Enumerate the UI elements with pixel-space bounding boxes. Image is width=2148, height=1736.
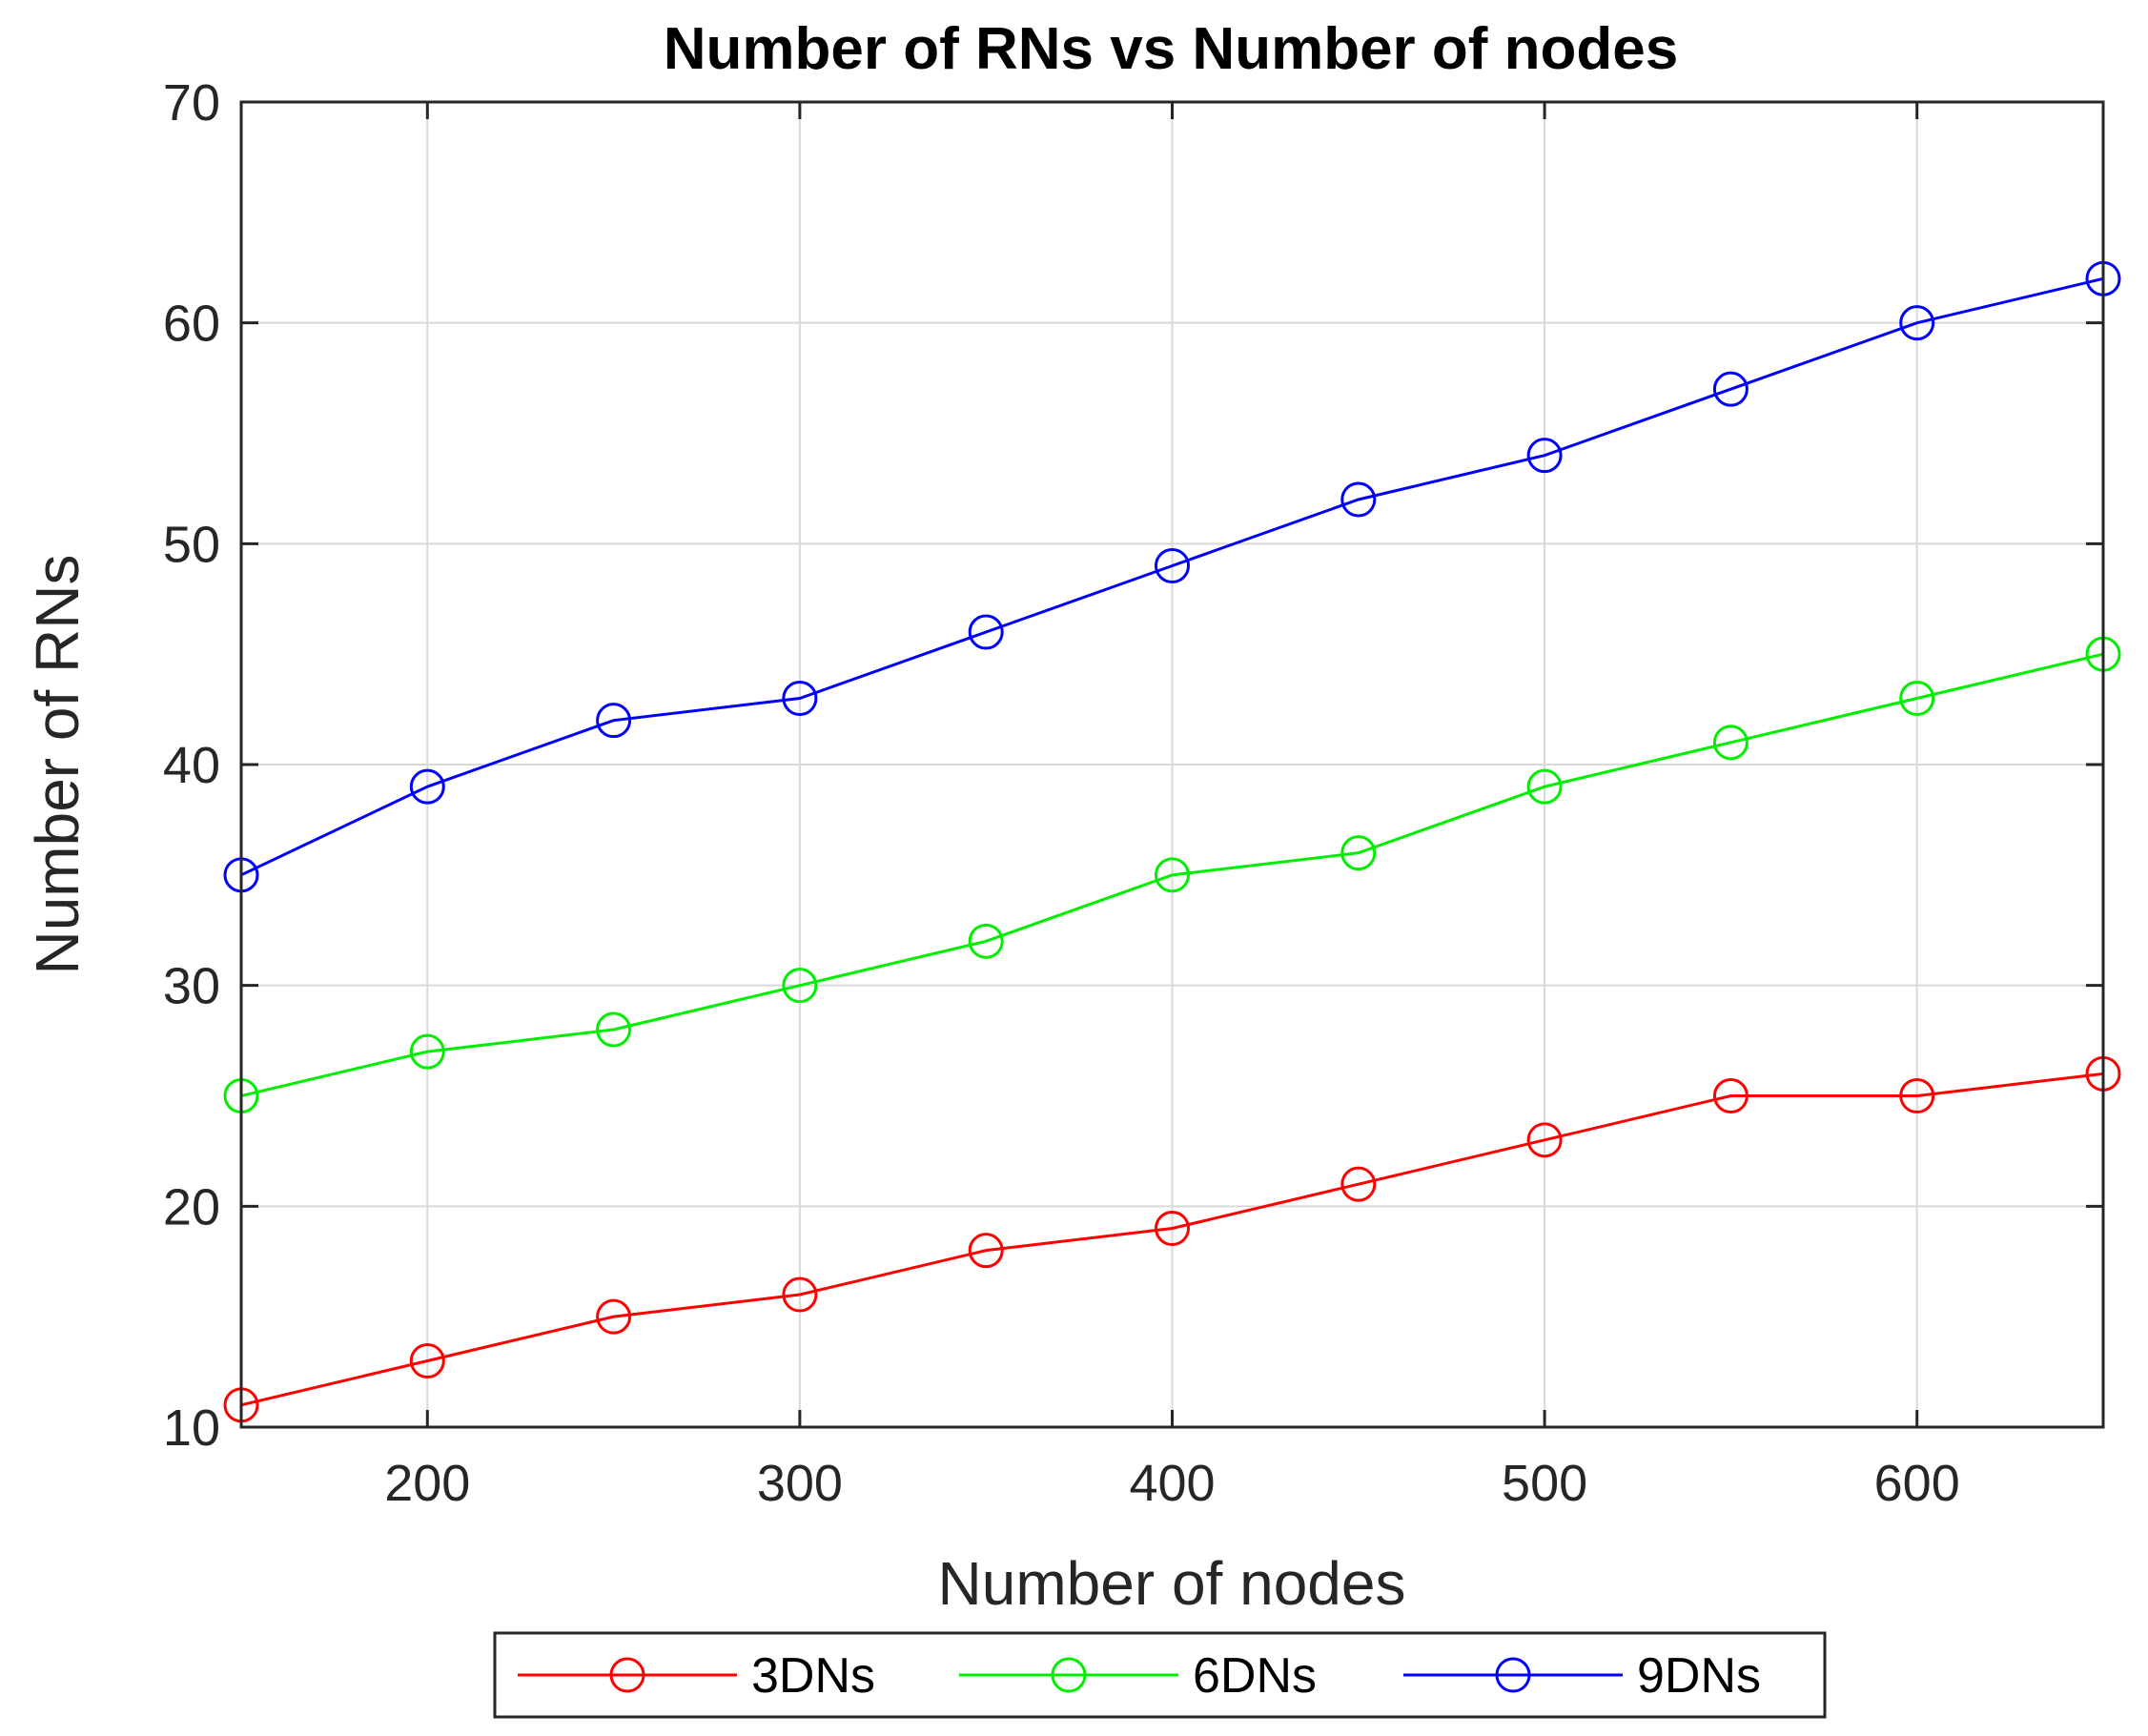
data-point-3dns bbox=[1899, 1078, 1935, 1113]
data-point-9dns bbox=[596, 703, 632, 739]
legend-marker-6dns bbox=[1051, 1657, 1087, 1693]
legend-marker-9dns bbox=[1495, 1657, 1531, 1693]
data-point-6dns bbox=[1712, 725, 1749, 761]
series-3dns bbox=[223, 1055, 2121, 1423]
data-point-6dns bbox=[1155, 857, 1190, 893]
data-point-3dns bbox=[1712, 1078, 1749, 1113]
data-point-3dns bbox=[596, 1298, 632, 1335]
data-point-9dns bbox=[1526, 438, 1563, 474]
axis-ticks: 200 300 400 500 600 10 20 30 40 50 60 70 bbox=[163, 74, 2103, 1512]
data-point-3dns bbox=[968, 1233, 1004, 1269]
series-line-9dns bbox=[240, 276, 2104, 877]
legend-entry-9dns: 9DNs bbox=[1403, 1648, 1761, 1704]
data-point-6dns bbox=[409, 1033, 445, 1070]
series-line-3dns bbox=[240, 1072, 2104, 1407]
data-point-9dns bbox=[1899, 305, 1935, 341]
grid-lines bbox=[241, 102, 2103, 1427]
data-point-9dns bbox=[409, 768, 445, 805]
data-point-6dns bbox=[596, 1011, 632, 1048]
data-point-6dns bbox=[1899, 681, 1935, 716]
data-point-3dns bbox=[1340, 1166, 1377, 1202]
x-tick-label: 600 bbox=[1874, 1455, 1960, 1512]
legend-label-9dns: 9DNs bbox=[1637, 1648, 1761, 1704]
y-axis-label: Number of RNs bbox=[23, 555, 92, 975]
legend-entry-3dns: 3DNs bbox=[518, 1648, 875, 1704]
y-tick-label: 30 bbox=[163, 958, 220, 1015]
legend-label-3dns: 3DNs bbox=[751, 1648, 875, 1704]
y-tick-label: 60 bbox=[163, 296, 220, 353]
legend-entry-6dns: 6DNs bbox=[959, 1648, 1317, 1704]
legend-marker-3dns bbox=[609, 1657, 645, 1693]
x-tick-label: 200 bbox=[384, 1455, 470, 1512]
series-line-6dns bbox=[240, 652, 2104, 1097]
legend-label-6dns: 6DNs bbox=[1193, 1648, 1317, 1704]
y-tick-label: 40 bbox=[163, 737, 220, 794]
data-point-9dns bbox=[1340, 481, 1377, 518]
data-point-9dns bbox=[968, 614, 1004, 650]
y-tick-label: 50 bbox=[163, 516, 220, 573]
data-point-9dns bbox=[1712, 371, 1749, 407]
y-tick-label: 70 bbox=[163, 74, 220, 132]
y-tick-label: 20 bbox=[163, 1178, 220, 1236]
data-point-6dns bbox=[968, 923, 1004, 959]
chart-title: Number of RNs vs Number of nodes bbox=[664, 16, 1678, 82]
series-layer bbox=[223, 260, 2121, 1423]
data-point-3dns bbox=[1526, 1122, 1563, 1158]
x-tick-label: 300 bbox=[757, 1455, 843, 1512]
x-axis-label: Number of nodes bbox=[938, 1549, 1406, 1618]
data-point-9dns bbox=[782, 681, 818, 716]
data-point-6dns bbox=[1526, 768, 1563, 805]
y-tick-label: 10 bbox=[163, 1399, 220, 1457]
data-point-3dns bbox=[1155, 1211, 1190, 1246]
data-point-3dns bbox=[409, 1343, 445, 1379]
data-point-6dns bbox=[1340, 835, 1377, 871]
data-point-9dns bbox=[1155, 548, 1190, 583]
x-tick-label: 400 bbox=[1129, 1455, 1215, 1512]
legend: 3DNs 6DNs 9DNs bbox=[493, 1631, 1827, 1719]
x-tick-label: 500 bbox=[1502, 1455, 1587, 1512]
data-point-3dns bbox=[782, 1276, 818, 1313]
data-point-6dns bbox=[782, 968, 818, 1004]
